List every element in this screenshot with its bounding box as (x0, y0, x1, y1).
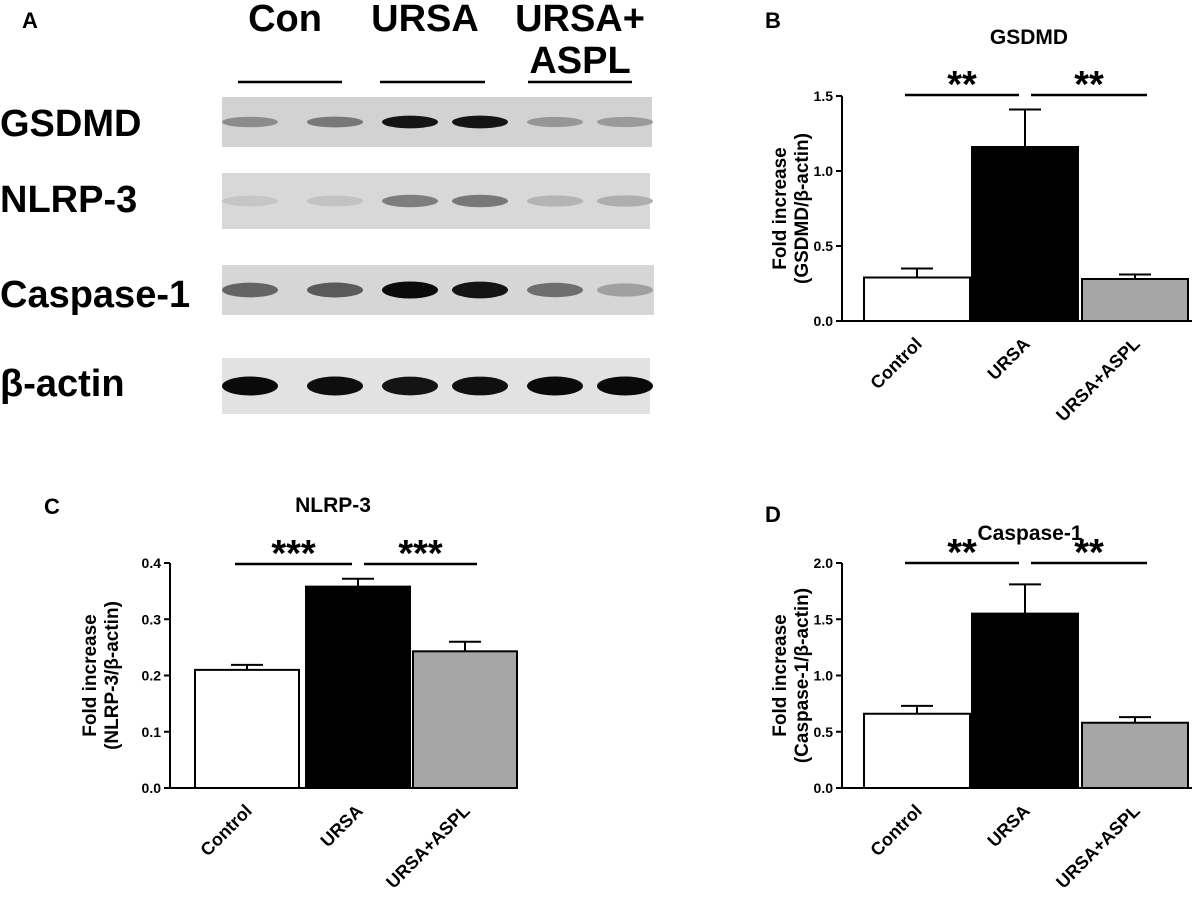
y-tick-label: 0.3 (142, 611, 162, 627)
significance-label: ** (1074, 532, 1104, 574)
bar (1081, 721, 1189, 789)
blot-band (597, 283, 653, 297)
y-tick-label: 1.5 (814, 611, 834, 627)
blot-band (452, 281, 508, 299)
y-tick-label: 0.1 (142, 724, 162, 740)
blot-row-label: Caspase-1 (0, 274, 190, 316)
x-category-label: URSA+ASPL (1052, 334, 1144, 426)
bar (863, 712, 971, 789)
blot-band (452, 194, 508, 208)
significance-label: ** (947, 64, 977, 106)
blot-band (597, 376, 653, 396)
y-tick-label: 0.0 (814, 780, 834, 796)
blot-band (597, 116, 653, 128)
chart-title: NLRP-3 (295, 494, 371, 517)
panel-letter-d: D (765, 502, 781, 527)
panel-letter-b: B (765, 8, 781, 33)
significance-label: ** (947, 532, 977, 574)
blot-band (382, 281, 438, 299)
blot-band (307, 376, 363, 396)
blot-band (307, 116, 363, 128)
significance-label: *** (271, 533, 316, 575)
blot-band (222, 282, 278, 298)
x-category-label: URSA (984, 801, 1034, 851)
bar (194, 668, 300, 789)
panel-letter-c: C (44, 494, 60, 519)
y-axis-title: Fold increase (770, 614, 791, 737)
chart-title: Caspase-1 (977, 522, 1082, 545)
chart-title: GSDMD (990, 26, 1068, 49)
blot-group-label: Con (248, 0, 322, 40)
significance-label: *** (398, 533, 443, 575)
y-tick-label: 0.0 (142, 780, 162, 796)
blot-group-label: ASPL (529, 40, 630, 82)
chart-caspase1: Caspase-1 Fold increase (Caspase-1/β-actin… (770, 522, 1192, 892)
y-tick-label: 0.0 (814, 313, 834, 329)
bar (412, 650, 518, 789)
bar (305, 585, 411, 789)
blot-band (382, 194, 438, 208)
x-category-label: URSA+ASPL (382, 801, 474, 893)
blot-band (307, 282, 363, 298)
bar (971, 612, 1079, 789)
y-axis-title: Fold increase (770, 147, 791, 270)
y-tick-label: 1.5 (814, 88, 834, 104)
bar (1081, 278, 1189, 322)
western-blot: Con URSA URSA+ASPL GSDMD NLRP-3 Caspase-1 β-ac… (0, 0, 654, 414)
significance-label: ** (1074, 64, 1104, 106)
blot-band (527, 116, 583, 128)
x-category-label: Control (196, 801, 255, 860)
blot-band (527, 376, 583, 396)
y-tick-label: 2.0 (814, 555, 834, 571)
blot-row-label: GSDMD (0, 103, 141, 145)
x-category-label: URSA (317, 801, 367, 851)
y-axis-title: (NLRP-3/β-actin) (102, 601, 123, 750)
y-axis-title: (GSDMD/β-actin) (792, 133, 813, 284)
x-category-label: URSA+ASPL (1052, 801, 1144, 893)
y-tick-label: 1.0 (814, 163, 834, 179)
blot-group-label: URSA (371, 0, 479, 40)
blot-band (382, 115, 438, 129)
chart-gsdmd: GSDMD Fold increase (GSDMD/β-actin) 0.0 0.5 1… (770, 26, 1192, 425)
x-category-label: URSA (984, 334, 1034, 384)
blot-band (527, 282, 583, 298)
blot-band (597, 195, 653, 207)
y-axis-title: (Caspase-1/β-actin) (792, 588, 813, 763)
blot-group-label: URSA+ (515, 0, 645, 40)
blot-band (527, 195, 583, 207)
blot-band (222, 116, 278, 128)
blot-band (222, 195, 278, 207)
chart-nlrp3: NLRP-3 Fold increase (NLRP-3/β-actin) 0.0 0.… (80, 494, 518, 893)
y-tick-label: 0.4 (142, 555, 162, 571)
blot-row-label: β-actin (0, 363, 125, 405)
y-tick-label: 0.2 (142, 668, 162, 684)
blot-band (382, 376, 438, 396)
y-axis-title: Fold increase (80, 614, 101, 737)
bar (971, 146, 1079, 322)
x-category-label: Control (866, 801, 925, 860)
blot-band (452, 376, 508, 396)
bar (863, 276, 971, 322)
y-tick-label: 1.0 (814, 668, 834, 684)
blot-band (222, 376, 278, 396)
blot-band (307, 195, 363, 207)
y-tick-label: 0.5 (814, 724, 834, 740)
blot-band (452, 115, 508, 129)
blot-row-label: NLRP-3 (0, 179, 137, 221)
x-category-label: Control (866, 334, 925, 393)
panel-letter-a: A (22, 8, 38, 33)
y-tick-label: 0.5 (814, 238, 834, 254)
